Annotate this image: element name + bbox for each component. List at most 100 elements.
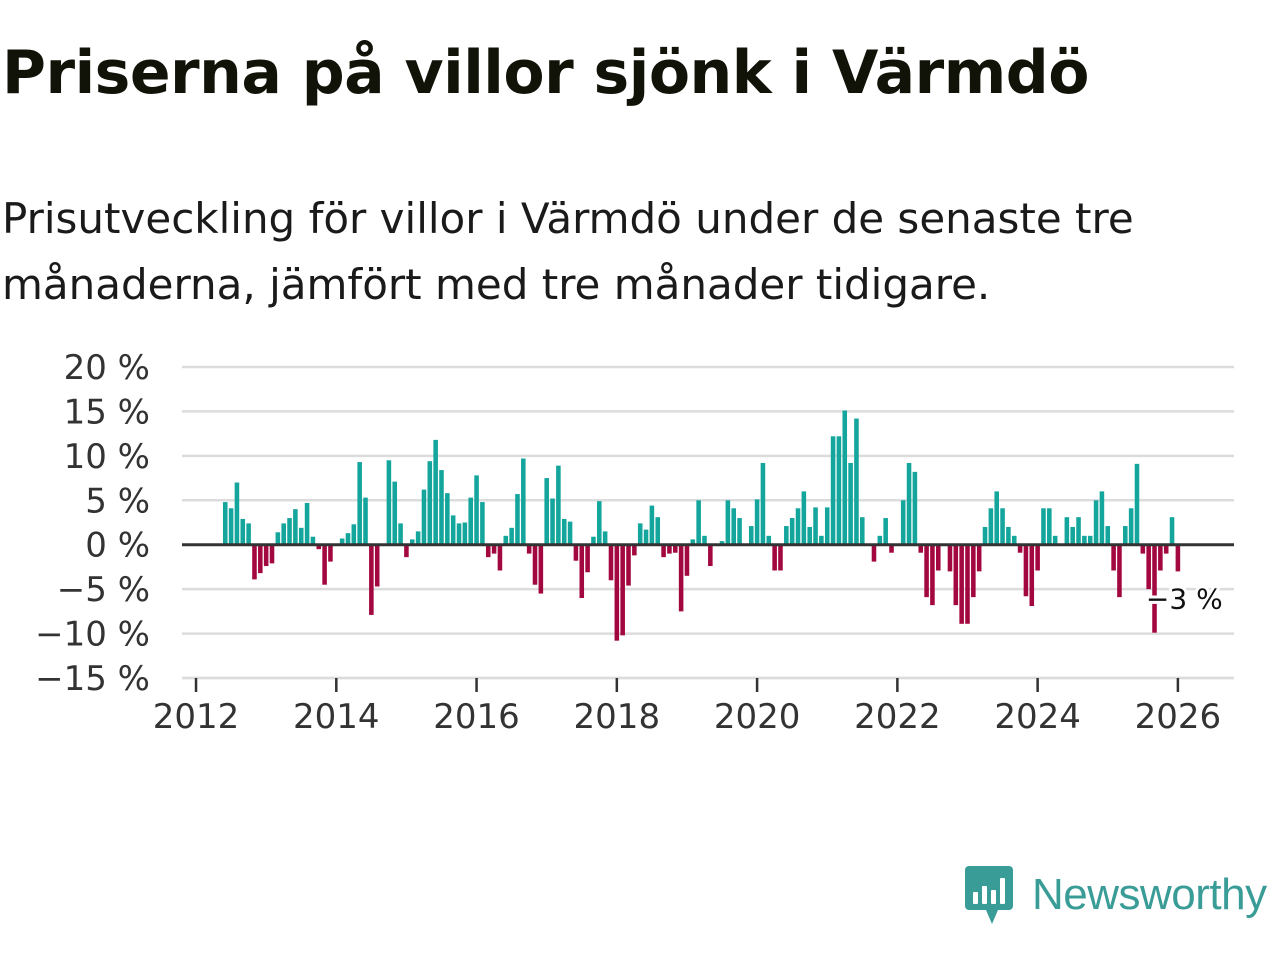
bar [988,508,994,545]
bar [1000,508,1005,545]
latest-value-label: −3 % [1146,582,1223,615]
bar [415,531,421,545]
bar [398,523,403,545]
bar [456,523,462,545]
bar [1076,517,1081,545]
bar [287,518,292,545]
bar [597,501,602,545]
bar [339,538,345,545]
bar [971,544,976,598]
bar [661,544,666,558]
bar [474,475,479,545]
bar [392,481,398,545]
bar [1128,508,1134,545]
bar [503,535,509,545]
bar [930,544,935,606]
y-tick-label: 0 % [85,526,150,566]
bar [275,532,281,545]
bar [637,523,643,545]
bar [871,544,877,562]
x-tick-label: 2016 [433,697,520,737]
bar [959,544,964,624]
x-tick-label: 2026 [1135,697,1222,737]
bar [1134,463,1140,545]
label-layer: 20 %15 % 10 %5 % 0 %−5 % −10 %−15 %2012 2014… [35,348,1226,737]
bar [1052,535,1058,545]
bar [824,507,830,545]
bar [526,544,532,554]
bar [772,544,777,571]
bar [877,535,883,545]
bar [766,535,772,545]
bar [550,498,555,545]
bar [1023,544,1029,597]
bar [994,491,999,545]
bar-chart-flag-icon [965,866,1013,924]
bar [567,521,573,545]
bar [900,500,906,545]
bar [234,482,240,545]
bar [848,462,853,545]
bar [591,536,596,545]
bar [345,533,351,545]
bar [480,502,485,545]
bar [1070,526,1075,545]
x-tick-label: 2012 [153,697,240,737]
bar [240,518,246,545]
bar [1035,544,1040,571]
bar [316,544,322,550]
bar [830,436,836,545]
bar [1175,544,1181,572]
bar [789,518,795,545]
bar [1011,535,1017,545]
y-tick-label: −5 % [57,570,150,610]
y-tick-label: −15 % [35,659,150,699]
bar [760,462,766,545]
bar [1041,508,1046,545]
y-tick-label: 10 % [64,437,150,477]
bar-chart: 20 %15 % 10 %5 % 0 %−5 % −10 %−15 %2012 2014… [35,348,1234,737]
x-tick-label: 2014 [293,697,380,737]
bar [860,517,865,545]
bar [357,462,362,545]
bar [935,544,941,571]
bar [1111,544,1116,571]
bar [556,465,561,545]
bar [626,544,631,586]
bar [228,508,234,545]
x-tick-label: 2018 [574,697,661,737]
bar [310,536,316,545]
x-tick-label: 2024 [994,697,1081,737]
bar [643,529,649,545]
axis-layer [182,543,1234,692]
bar [854,418,859,545]
bar [684,544,690,576]
bar [649,505,655,545]
bar [924,544,929,598]
bar [1087,535,1093,545]
bar [515,494,520,545]
bar [672,544,678,553]
x-tick-label: 2022 [854,697,941,737]
bar [491,544,497,554]
bar [731,508,736,545]
bar [1017,544,1023,553]
bar [906,462,912,545]
bar [602,531,608,545]
y-tick-label: 15 % [64,392,150,432]
bar [1105,526,1111,545]
bar [532,544,538,585]
bar [404,544,409,558]
bar [269,544,275,564]
bar [497,544,503,571]
bar [795,508,801,545]
bar [468,497,473,545]
bar [842,410,848,545]
bar [912,471,918,545]
bar [1082,535,1087,545]
grid-layer [182,365,1234,680]
bar [433,439,438,545]
bar [1158,544,1163,571]
page-title: Priserna på villor sjönk i Värmdö [2,38,1089,108]
bar-layer [222,410,1181,641]
